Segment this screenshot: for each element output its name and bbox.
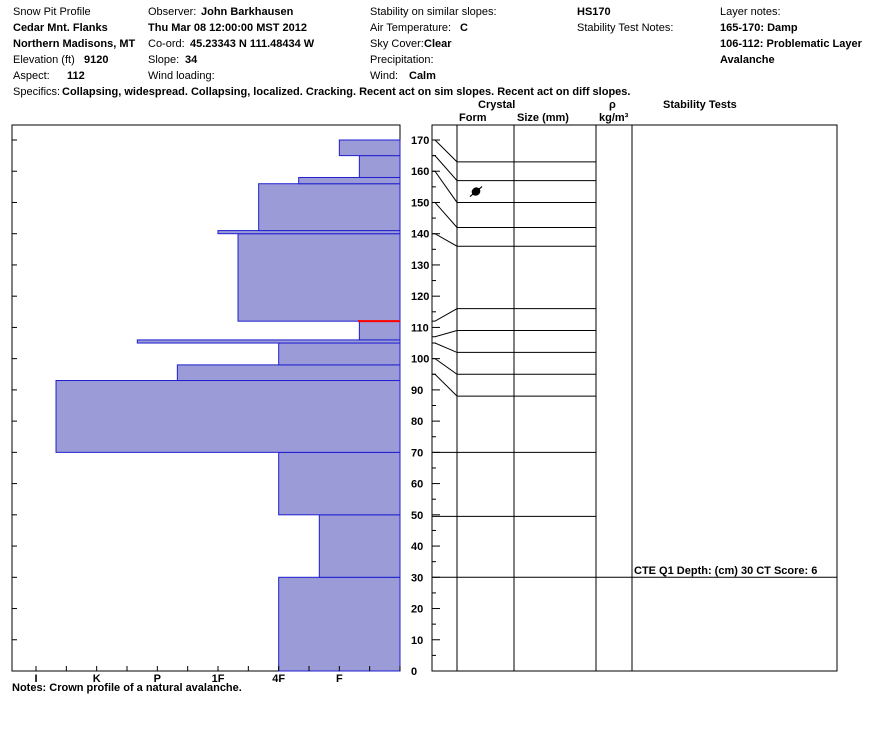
size-header: Size (mm) <box>517 112 569 124</box>
hardness-layer-bar <box>318 514 401 578</box>
crystal-form-symbol-slash <box>469 186 483 197</box>
crystal-panel-frame <box>431 124 838 672</box>
depth-tick-label: 70 <box>411 447 423 459</box>
layer-note-1: 165-170: Damp <box>720 22 798 34</box>
layer-boundary-line <box>432 358 596 375</box>
layer-boundary-line <box>432 342 596 353</box>
density-symbol: ρ <box>609 99 616 111</box>
hardness-layer-bar <box>278 342 401 366</box>
layer-note-2: 106-112: Problematic Layer <box>720 38 862 50</box>
depth-tick-label: 50 <box>411 510 423 522</box>
depth-tick-label: 80 <box>411 416 423 428</box>
air-temp-value: C <box>460 22 468 34</box>
layer-boundary-line <box>432 308 596 322</box>
stability-test-result: CTE Q1 Depth: (cm) 30 CT Score: 6 <box>634 565 818 577</box>
form-header: Form <box>459 112 487 124</box>
hardness-layer-bar <box>278 451 401 516</box>
depth-tick-label: 40 <box>411 541 423 553</box>
observer-value: John Barkhausen <box>201 6 294 18</box>
hardness-layer-bar <box>358 155 401 178</box>
depth-tick-label: 120 <box>411 291 429 303</box>
coord-value: 45.23343 N 111.48434 W <box>190 38 315 50</box>
layer-boundary-line <box>432 330 596 338</box>
wind-value: Calm <box>409 70 436 82</box>
depth-tick-label: 160 <box>411 166 429 178</box>
stability-notes-label: Stability Test Notes: <box>577 22 674 34</box>
hardness-layer-bar <box>338 139 401 157</box>
depth-tick-label: 30 <box>411 572 423 584</box>
hardness-layer-bar <box>136 339 401 344</box>
depth-tick-label: 20 <box>411 604 423 616</box>
layer-boundary-line <box>432 155 596 182</box>
depth-tick-label: 0 <box>411 666 417 678</box>
observer-label: Observer: <box>148 6 197 18</box>
coord-label: Co-ord: <box>148 38 185 50</box>
snow-height: HS170 <box>577 6 611 18</box>
stability-label: Stability on similar slopes: <box>370 6 497 18</box>
layer-boundary-line <box>432 233 596 247</box>
depth-tick-label: 130 <box>411 260 429 272</box>
hardness-tick-label: P <box>154 673 161 685</box>
elevation-value: 9120 <box>84 54 109 66</box>
layer-boundary-line <box>432 373 596 397</box>
hardness-layer-bar <box>237 233 401 322</box>
depth-tick-label: 10 <box>411 635 423 647</box>
slope-label: Slope: <box>148 54 180 66</box>
layer-boundary-line <box>432 139 596 163</box>
slope-value: 34 <box>185 54 198 66</box>
region-name: Northern Madisons, MT <box>13 38 136 50</box>
depth-tick-label: 100 <box>411 354 429 366</box>
layer-boundary-line <box>432 201 596 228</box>
location-name: Cedar Mnt. Flanks <box>13 22 108 34</box>
elevation-label: Elevation (ft) <box>13 54 75 66</box>
observation-datetime: Thu Mar 08 12:00:00 MST 2012 <box>148 22 307 34</box>
crystal-header: Crystal <box>478 99 516 111</box>
hardness-layer-bar <box>298 176 401 185</box>
depth-tick-label: 150 <box>411 197 429 209</box>
air-temp-label: Air Temperature: <box>370 22 452 34</box>
hardness-tick-label: 4F <box>272 673 285 685</box>
sky-cover-value: Clear <box>424 38 452 50</box>
hardness-layer-bar <box>278 576 401 672</box>
profile-title: Snow Pit Profile <box>13 6 91 18</box>
depth-tick-label: 170 <box>411 135 429 147</box>
wind-label: Wind: <box>370 70 399 82</box>
layer-boundary-line <box>432 170 596 203</box>
wind-loading-label: Wind loading: <box>148 70 215 82</box>
depth-tick-label: 90 <box>411 385 423 397</box>
layer-note-3: Avalanche <box>720 54 775 66</box>
hardness-tick-label: I <box>34 673 37 685</box>
stability-tests-header: Stability Tests <box>663 99 737 111</box>
aspect-label: Aspect: <box>13 70 50 82</box>
sky-cover-label: Sky Cover: <box>370 38 424 50</box>
specifics-value: Collapsing, widespread. Collapsing, loca… <box>62 86 631 98</box>
hardness-layer-bar <box>55 380 401 453</box>
depth-tick-label: 110 <box>411 322 429 334</box>
hardness-tick-label: 1F <box>212 673 225 685</box>
layer-notes-label: Layer notes: <box>720 6 781 18</box>
hardness-layer-bar <box>258 183 401 232</box>
hardness-tick-label: F <box>336 673 343 685</box>
hardness-tick-label: K <box>93 673 101 685</box>
profile-notes: Notes: Crown profile of a natural avalan… <box>12 682 242 694</box>
depth-tick-label: 60 <box>411 479 423 491</box>
hardness-layer-bar <box>358 320 401 341</box>
depth-tick-label: 140 <box>411 229 429 241</box>
precipitation-label: Precipitation: <box>370 54 434 66</box>
density-unit: kg/m³ <box>599 112 629 124</box>
aspect-value: 112 <box>67 70 85 82</box>
hardness-layer-bar <box>176 364 401 382</box>
specifics-label: Specifics: <box>13 86 61 98</box>
